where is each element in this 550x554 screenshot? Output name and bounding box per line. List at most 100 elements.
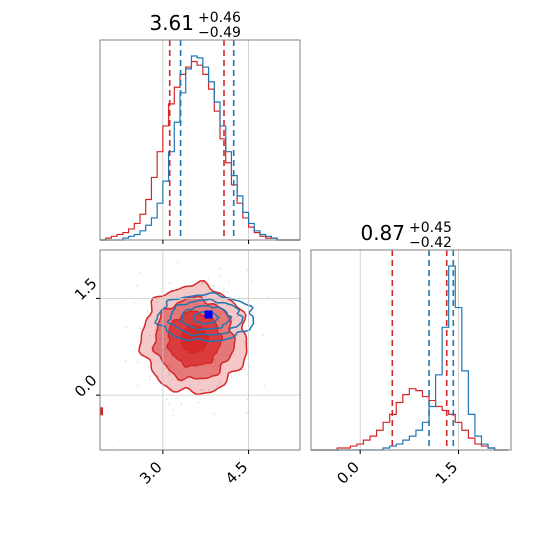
sample-point <box>136 385 139 387</box>
sample-point <box>218 268 221 270</box>
joint-param-1-vs-param-2-series-1-contour <box>179 305 233 331</box>
sample-point <box>136 361 139 363</box>
sample-point <box>262 334 264 337</box>
sample-point <box>164 367 167 370</box>
marginal-param-2-xtick-label: 0.0 <box>333 458 363 488</box>
sample-point <box>212 285 215 288</box>
sample-point <box>139 327 142 329</box>
sample-point <box>180 403 183 405</box>
sample-point <box>216 385 218 387</box>
sample-point <box>237 334 239 336</box>
sample-point <box>198 381 200 384</box>
sample-point <box>149 334 152 337</box>
marginal-param-2-series-1-step <box>311 265 508 451</box>
sample-point <box>136 284 139 287</box>
sample-point <box>218 382 221 384</box>
sample-point <box>172 408 175 411</box>
edge-marker <box>100 407 103 416</box>
sample-point <box>188 292 190 295</box>
sample-point <box>166 398 168 400</box>
sample-point <box>246 373 249 376</box>
sample-point <box>207 277 209 280</box>
sample-point <box>223 291 226 293</box>
sample-point <box>111 447 114 449</box>
sample-point <box>228 281 231 283</box>
marginal-param-1-frame <box>99 39 301 241</box>
joint-param-1-vs-param-2-xtick-label: 3.0 <box>136 458 166 488</box>
sample-point <box>169 373 171 376</box>
sample-point <box>202 242 204 244</box>
marginal-param-2-title-value: 0.87 <box>360 221 405 245</box>
joint-param-1-vs-param-2-ytick-label: 1.5 <box>71 274 101 304</box>
sample-point <box>197 401 200 404</box>
sample-point <box>147 310 149 313</box>
sample-point <box>124 360 127 362</box>
joint-param-1-vs-param-2-xtick-label: 4.5 <box>222 458 252 488</box>
sample-point <box>138 272 141 274</box>
sample-point <box>213 413 215 415</box>
sample-point <box>155 383 158 385</box>
sample-point <box>154 329 157 331</box>
sample-point <box>246 342 249 345</box>
sample-point <box>167 373 170 375</box>
sample-point <box>202 282 204 285</box>
marginal-param-1-series-1-step <box>100 55 300 241</box>
sample-point <box>176 396 179 399</box>
sample-point <box>230 375 233 378</box>
sample-point <box>245 412 248 414</box>
sample-point <box>222 300 224 303</box>
sample-point <box>227 291 229 293</box>
sample-point <box>251 280 254 283</box>
sample-point <box>267 296 270 298</box>
joint-param-1-vs-param-2-series-0-contour <box>151 295 236 382</box>
sample-point <box>243 368 246 371</box>
sample-point <box>168 402 171 405</box>
sample-point <box>156 359 159 362</box>
sample-point <box>189 384 192 386</box>
sample-point <box>243 341 245 343</box>
marginal-param-2-title-upper: +0.45 <box>409 220 452 236</box>
marginal-param-2-title-lower: −0.42 <box>409 235 452 251</box>
sample-point <box>168 282 171 284</box>
sample-point <box>155 301 158 303</box>
sample-point <box>236 315 238 318</box>
sample-point <box>149 375 151 378</box>
sample-point <box>223 287 225 290</box>
joint-param-1-vs-param-2-frame <box>99 249 301 451</box>
sample-point <box>208 388 210 391</box>
joint-param-1-vs-param-2-plot-area <box>100 235 270 449</box>
marginal-param-2-series-0-step <box>311 388 508 451</box>
sample-point <box>177 261 179 264</box>
sample-point <box>246 269 248 271</box>
sample-point <box>232 319 234 321</box>
sample-point <box>263 384 266 387</box>
marginal-param-2-title: 0.87 +0.45−0.42 <box>360 220 451 251</box>
sample-point <box>176 295 179 298</box>
sample-point <box>125 326 128 329</box>
sample-point <box>199 389 202 391</box>
sample-point <box>248 300 251 303</box>
joint-param-1-vs-param-2-ytick-label: 0.0 <box>71 371 101 401</box>
sample-point <box>181 382 183 384</box>
sample-point <box>201 282 204 284</box>
marginal-param-1-series-0-step <box>100 60 300 241</box>
joint-param-1-vs-param-2-series-0-contour <box>138 280 248 395</box>
marginal-param-1-title-lower: −0.49 <box>198 25 241 41</box>
sample-point <box>212 284 215 286</box>
marginal-param-1-title: 3.61 +0.46−0.49 <box>149 10 241 41</box>
sample-point <box>131 247 133 249</box>
marginal-param-2-xtick-label: 1.5 <box>432 458 462 488</box>
sample-point <box>132 302 135 304</box>
sample-point <box>172 415 175 417</box>
sample-point <box>201 388 204 391</box>
joint-param-1-vs-param-2-series-1-marker <box>204 310 213 319</box>
sample-point <box>219 274 221 277</box>
sample-point <box>248 365 251 367</box>
sample-point <box>205 296 207 298</box>
marginal-param-1-title-upper: +0.46 <box>198 10 241 26</box>
sample-point <box>233 353 235 356</box>
sample-point <box>178 235 180 237</box>
sample-point <box>246 398 249 400</box>
